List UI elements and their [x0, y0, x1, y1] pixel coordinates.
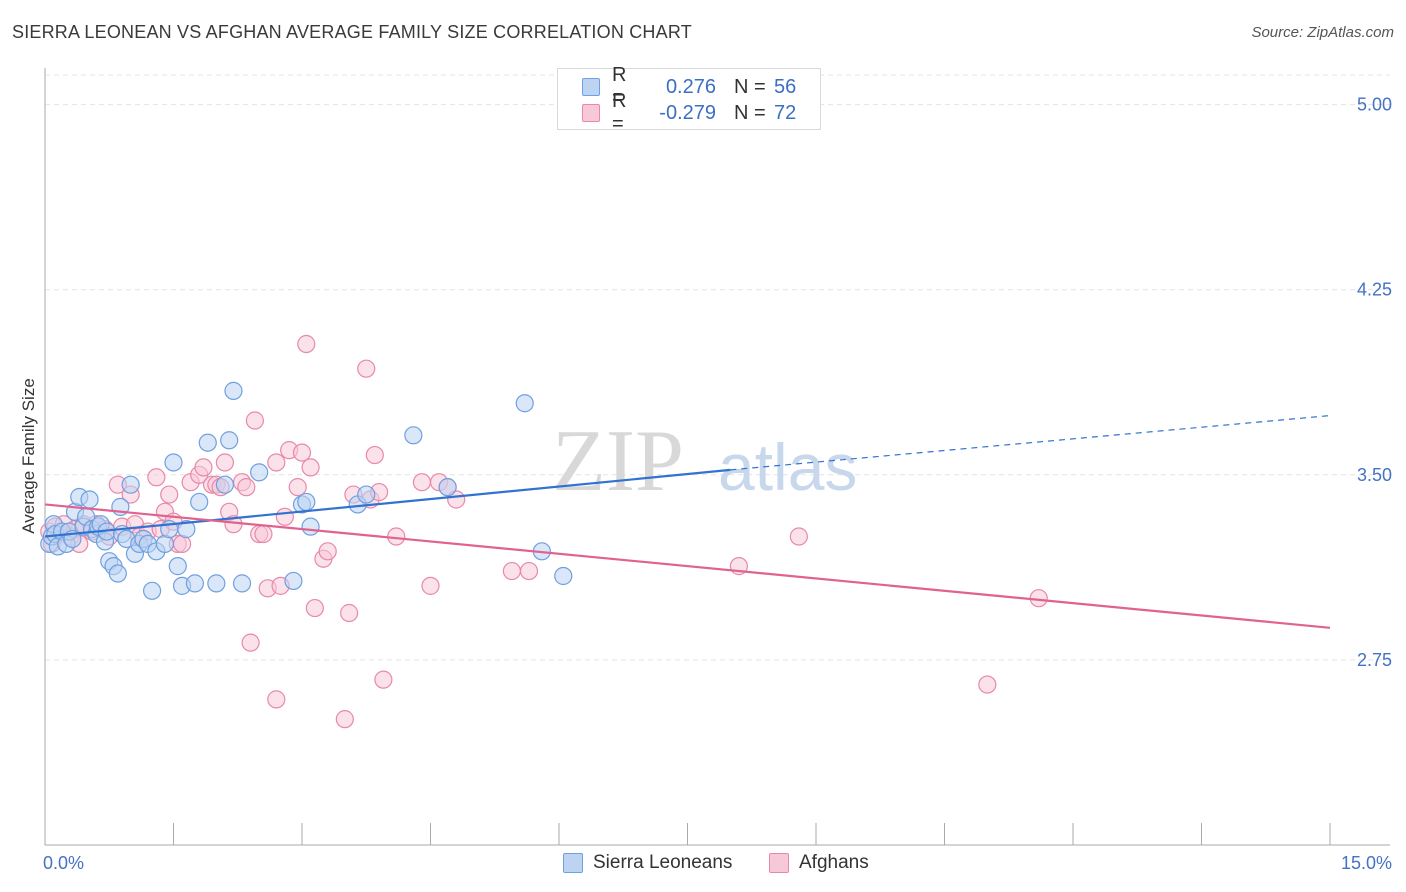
- data-point: [190, 492, 209, 512]
- data-point: [519, 561, 539, 581]
- y-tick-label: 5.00: [1357, 95, 1392, 115]
- tick-labels: 2.75 3.50 4.25 5.00 0.0% 15.0%: [43, 95, 1392, 873]
- data-point: [357, 359, 376, 378]
- data-point: [164, 453, 183, 472]
- legend-r-label: R =: [612, 90, 627, 135]
- data-point: [554, 566, 573, 586]
- series-sierra-leoneans-points: [40, 381, 573, 600]
- data-point: [288, 478, 307, 497]
- legend-n-value: 56: [774, 75, 797, 98]
- data-point: [224, 381, 243, 400]
- x-tick-label: 15.0%: [1341, 853, 1392, 873]
- data-point: [250, 463, 269, 482]
- legend-bottom: Sierra Leoneans Afghans: [0, 852, 1406, 878]
- data-point: [357, 485, 376, 504]
- legend-label: Afghans: [799, 852, 869, 873]
- data-point: [215, 453, 234, 472]
- watermark-atlas: atlas: [718, 430, 857, 504]
- y-tick-label: 2.75: [1357, 650, 1392, 670]
- data-point: [108, 564, 127, 583]
- source-label: Source: ZipAtlas.com: [1251, 24, 1394, 41]
- data-point: [340, 603, 359, 623]
- data-point: [275, 507, 294, 526]
- data-point: [220, 431, 239, 450]
- data-point: [438, 478, 457, 497]
- y-tick-label: 4.25: [1357, 280, 1392, 300]
- data-point: [160, 485, 179, 504]
- data-point: [198, 433, 217, 452]
- data-point: [121, 475, 140, 494]
- trend-lines: [44, 414, 1331, 629]
- data-point: [515, 394, 534, 413]
- y-tick-label: 3.50: [1357, 465, 1392, 485]
- data-point: [365, 445, 384, 465]
- data-point: [142, 581, 162, 600]
- legend-swatch-blue: [582, 78, 600, 96]
- legend-r-label: R =: [612, 64, 627, 109]
- legend-n-value: 72: [774, 101, 797, 124]
- data-point: [194, 458, 213, 477]
- data-point: [789, 527, 808, 546]
- watermark-zip: ZIP: [552, 413, 684, 510]
- legend-row-afghans: R = -0.279 N = 72: [582, 90, 797, 135]
- legend-item-afghans[interactable]: Afghans: [769, 852, 869, 874]
- y-axis-label: Average Family Size: [19, 378, 38, 534]
- trend-line-sierra-leoneans: [44, 468, 731, 538]
- data-point: [245, 411, 264, 430]
- legend-label: Sierra Leoneans: [593, 852, 733, 873]
- data-point: [237, 478, 256, 497]
- x-tick-label: 0.0%: [43, 853, 84, 873]
- data-point: [177, 520, 196, 539]
- legend-n-label: N =: [734, 101, 766, 124]
- data-point: [301, 517, 320, 536]
- data-point: [297, 492, 316, 512]
- data-point: [254, 524, 273, 544]
- legend-r-value: 0.276: [665, 75, 716, 98]
- data-point: [284, 571, 303, 591]
- data-point: [168, 557, 187, 576]
- data-point: [502, 561, 521, 581]
- data-point: [305, 598, 324, 618]
- data-point: [301, 458, 320, 477]
- data-point: [241, 633, 260, 652]
- legend-n-label: N =: [734, 75, 766, 98]
- trend-line-afghans: [44, 503, 1331, 629]
- data-point: [232, 574, 252, 593]
- data-point: [318, 542, 337, 561]
- data-point: [185, 574, 205, 593]
- legend-item-sierra-leoneans[interactable]: Sierra Leoneans: [563, 852, 732, 874]
- legend-top: R = 0.276 N = 56 R = -0.279 N = 72: [557, 64, 821, 135]
- data-point: [292, 443, 312, 462]
- data-point: [374, 670, 393, 689]
- data-point: [412, 473, 432, 492]
- data-point: [267, 453, 286, 472]
- legend-swatch-pink: [769, 853, 789, 873]
- data-point: [978, 675, 997, 694]
- data-point: [421, 576, 440, 595]
- data-point: [335, 710, 354, 729]
- chart-title: SIERRA LEONEAN VS AFGHAN AVERAGE FAMILY …: [12, 22, 692, 42]
- legend-r-value: -0.279: [659, 101, 716, 124]
- data-point: [147, 468, 166, 487]
- axes: [44, 68, 1390, 846]
- data-point: [267, 690, 286, 709]
- data-point: [80, 490, 99, 509]
- data-point: [404, 426, 423, 445]
- data-point: [215, 475, 234, 494]
- data-point: [207, 574, 226, 593]
- legend-swatch-blue: [563, 853, 583, 873]
- data-point: [297, 334, 316, 354]
- grid-lines: [45, 74, 1390, 661]
- trend-line-sierra-leoneans-extension: [730, 414, 1331, 471]
- legend-swatch-pink: [582, 104, 600, 122]
- legend-row-sierra-leoneans: R = 0.276 N = 56: [582, 64, 797, 109]
